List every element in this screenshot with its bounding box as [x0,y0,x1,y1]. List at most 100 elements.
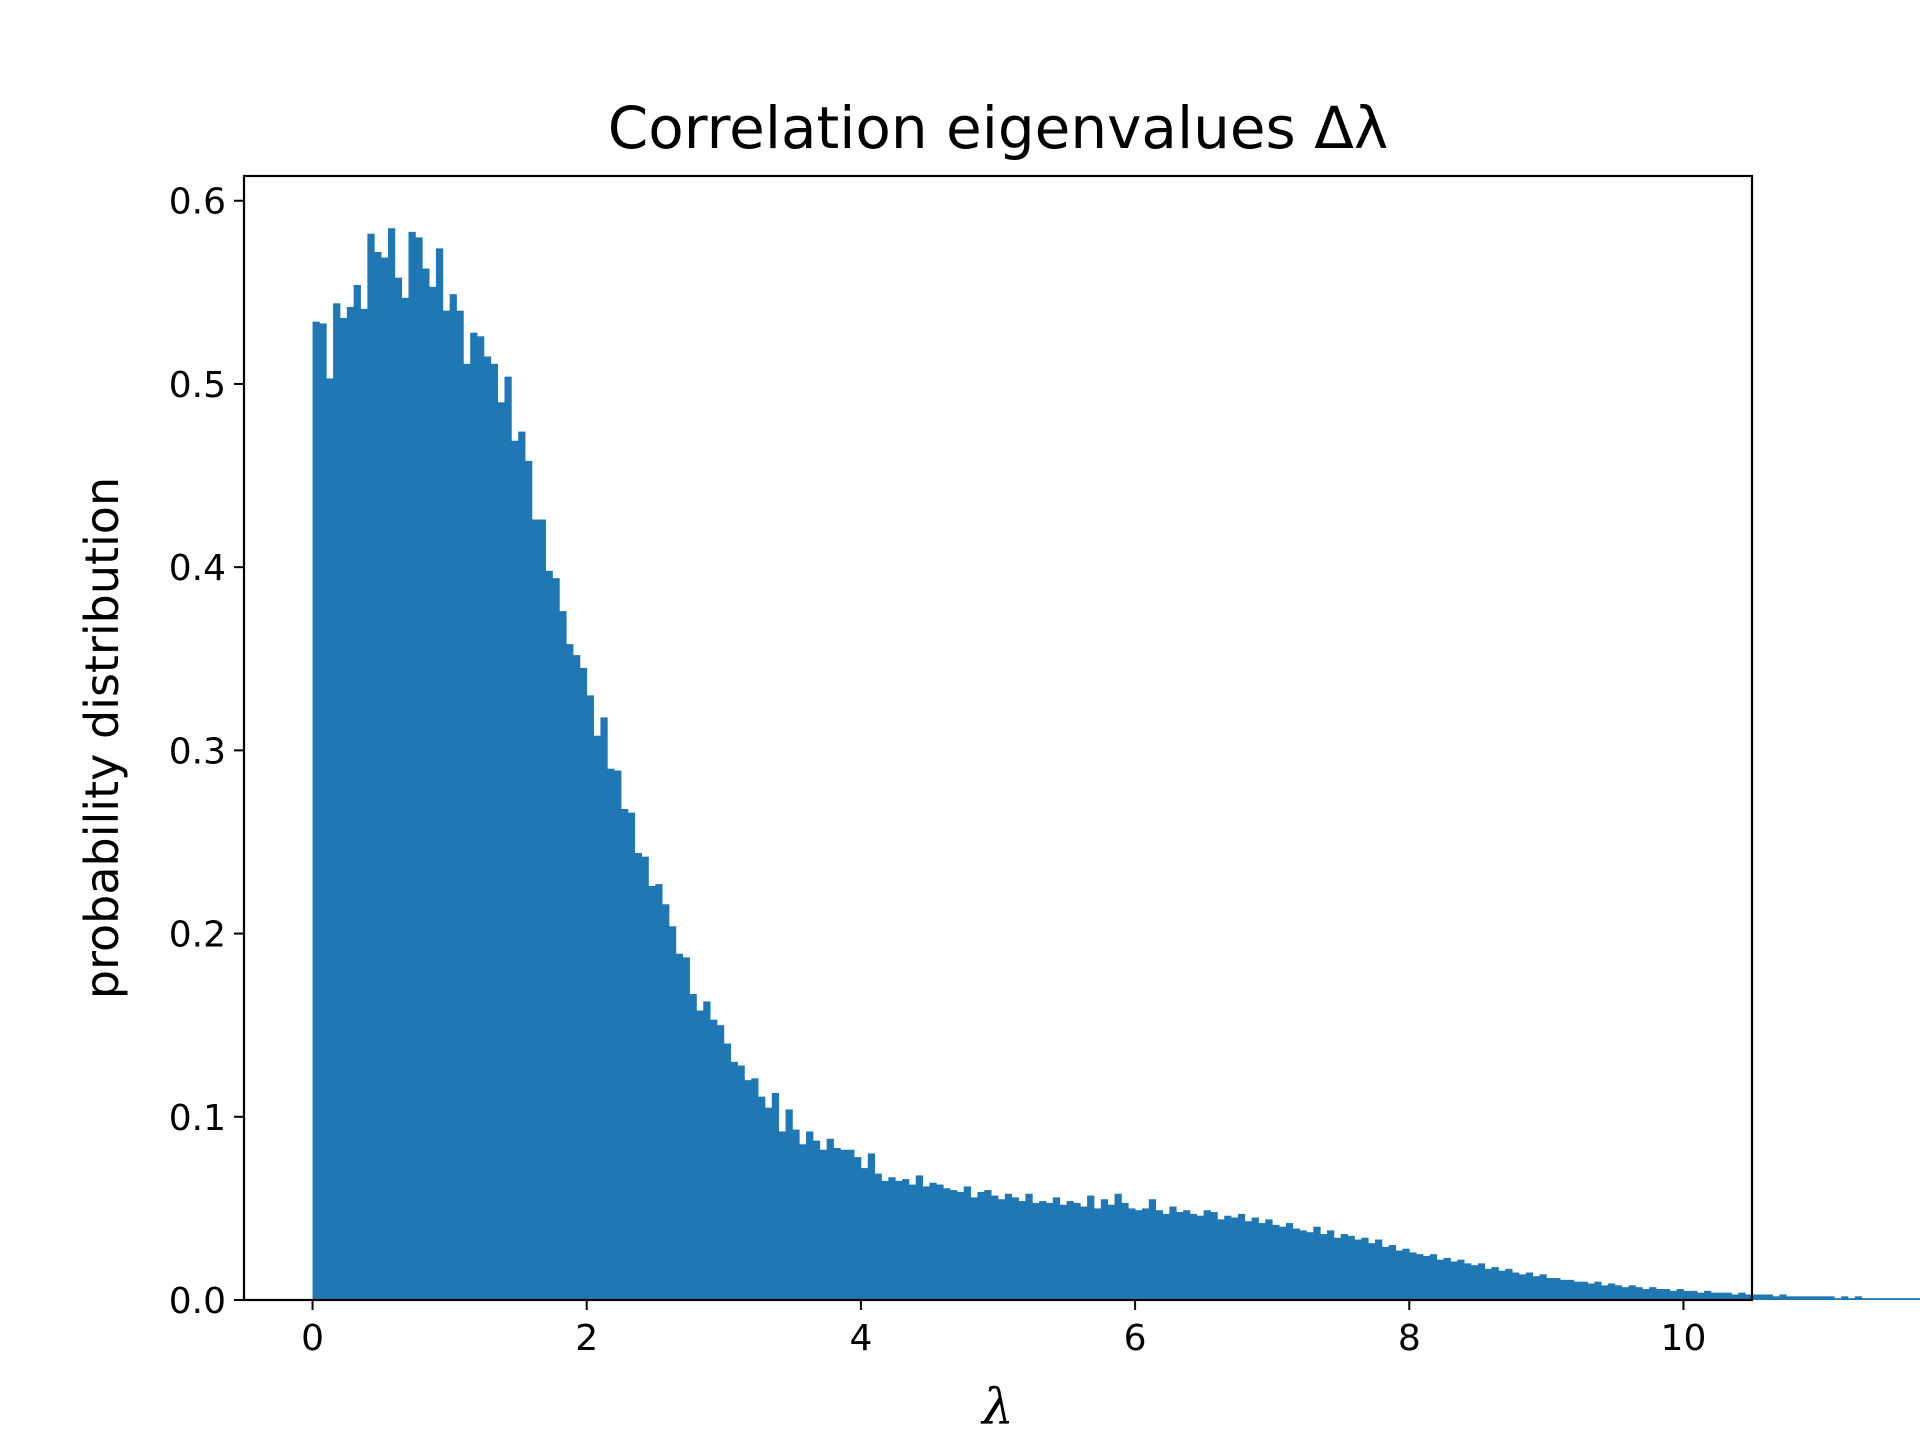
histogram-bar [1402,1248,1410,1300]
histogram-bar [956,1191,965,1300]
histogram-bar [1217,1219,1225,1300]
y-tick-label: 0.2 [169,915,226,956]
y-tick-label: 0.5 [169,365,226,406]
histogram-bar [826,1138,834,1300]
histogram-bar [1868,1298,1876,1300]
histogram-bar [1758,1294,1767,1300]
histogram-bar [312,321,320,1300]
histogram-bar [943,1188,951,1300]
histogram-bar [518,431,526,1301]
histogram-bar [778,1131,786,1300]
histogram-bar [1087,1195,1095,1300]
histogram-bar [812,1140,821,1300]
histogram-bar [1320,1234,1328,1300]
histogram-bar [1114,1193,1122,1300]
histogram-bar [1093,1208,1102,1300]
histogram-bar [1045,1202,1054,1300]
histogram-bar [1752,1294,1760,1300]
histogram-bar [1224,1215,1232,1300]
x-tick-label: 6 [1124,1318,1147,1359]
histogram-bar [326,378,334,1300]
histogram-bar [1333,1237,1342,1300]
histogram-bar [1080,1206,1088,1300]
histogram-bar [1272,1224,1280,1300]
histogram-bar [394,277,403,1300]
histogram-bar [1847,1298,1856,1300]
x-axis-label: λ [980,1378,1014,1436]
histogram-bar [1793,1296,1801,1300]
x-tick-label: 10 [1661,1318,1707,1359]
histogram-bar [360,308,368,1301]
histogram-bar [1381,1246,1390,1300]
histogram-bar [950,1190,958,1300]
chart-title: Correlation eigenvalues Δλ [608,94,1388,162]
histogram-bar [840,1149,848,1300]
histogram-bar [1786,1296,1794,1300]
histogram-bar [1697,1292,1705,1300]
histogram-bar [1875,1298,1883,1300]
histogram-bar [627,812,636,1300]
histogram-bar [1512,1272,1520,1300]
histogram-bar [1676,1289,1684,1300]
histogram-bar [401,297,409,1301]
y-axis-label: probability distribution [75,477,129,999]
histogram-bar [1895,1298,1904,1300]
histogram-bar [1813,1296,1821,1300]
histogram-bar [579,667,588,1300]
histogram-bar [1073,1202,1081,1300]
histogram-bar [1525,1272,1534,1300]
histogram-bar [1313,1226,1321,1300]
histogram-bar [463,363,471,1300]
histogram-bar [634,852,642,1300]
histogram-bar [435,248,444,1300]
histogram-bar [422,268,430,1300]
histogram-bar [1169,1206,1177,1300]
bars-group [312,228,1920,1301]
histogram-bar [319,323,327,1301]
histogram-bar [621,808,629,1300]
histogram-bar [1025,1193,1033,1300]
histogram-bar [1861,1298,1869,1300]
histogram-bar [716,1025,725,1300]
histogram-bar [538,519,546,1300]
histogram-bar [1560,1279,1568,1300]
axes-frame [242,174,1754,1302]
histogram-bar [764,1107,773,1300]
histogram-bar [1614,1285,1623,1300]
histogram-bar [408,231,416,1300]
histogram-bar [1518,1274,1527,1300]
histogram-bar [1690,1290,1698,1300]
histogram-bar [1135,1210,1143,1300]
histogram-bar [936,1184,944,1300]
histogram-bar [771,1092,780,1300]
histogram-bar [1745,1294,1753,1300]
histogram-bar [1237,1213,1246,1300]
histogram-bar [1587,1283,1595,1300]
histogram-bar [1265,1219,1273,1300]
histogram-bar [1347,1235,1355,1300]
histogram-bar [874,1173,882,1300]
histogram-bar [1375,1239,1383,1300]
histogram-bar [353,285,361,1300]
histogram-bar [504,376,512,1300]
histogram-bar [1011,1197,1019,1300]
histogram-bar [497,402,505,1300]
histogram-bar [1416,1254,1424,1300]
histogram-bar [573,655,581,1300]
histogram-bar [1244,1221,1253,1300]
histogram-bar [1820,1296,1828,1300]
histogram-bar [799,1144,807,1300]
histogram-bar [895,1180,903,1300]
histogram-bar [908,1184,917,1300]
histogram-bar [1292,1228,1300,1300]
histogram-bar [758,1096,766,1300]
histogram-bar [1477,1263,1486,1300]
histogram-bar [1909,1298,1917,1300]
histogram-bar [1422,1256,1431,1300]
histogram-bar [559,611,567,1300]
histogram-bar [1546,1278,1554,1300]
histogram-bar [600,717,608,1300]
histogram-bar [1059,1204,1067,1300]
histogram-bar [662,904,670,1300]
histogram-bar [854,1157,862,1300]
